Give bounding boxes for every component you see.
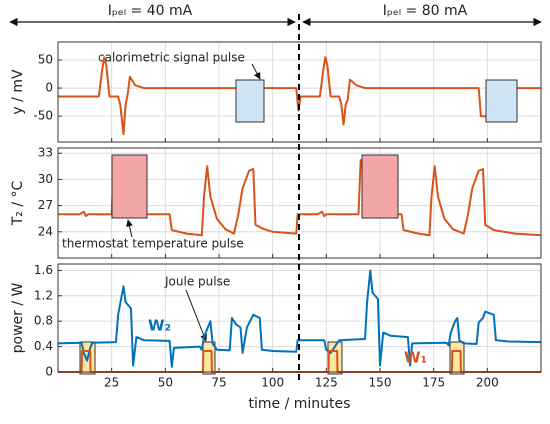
header-label: Iₚₑₗ = 80 mA (383, 3, 468, 19)
highlight-box (111, 154, 148, 219)
series-line (58, 159, 542, 237)
x-tick-label: 150 (369, 376, 392, 390)
y-axis-label: y / mV (10, 69, 26, 115)
y-axis-label: T₂ / °C (10, 181, 26, 227)
y-axis-label: power / W (10, 282, 26, 353)
y-tick-label: 0.8 (34, 314, 53, 328)
y-tick-label: 27 (38, 198, 53, 212)
x-tick-label: 50 (158, 376, 173, 390)
x-tick-label: 125 (315, 376, 338, 390)
series-label: W₁ (404, 349, 427, 367)
y-tick-label: 24 (38, 224, 53, 238)
highlight-boxes (79, 79, 518, 375)
y-tick-label: 50 (38, 52, 53, 66)
x-axis-label: time / minutes (249, 396, 351, 412)
annotation: Joule pulse (164, 275, 230, 289)
annotation-arrow (185, 289, 207, 342)
y-tick-label: 30 (38, 172, 53, 186)
y-tick-label: 1.6 (34, 263, 53, 277)
highlight-box (235, 79, 265, 123)
x-tick-label: 25 (104, 376, 119, 390)
highlight-box (485, 79, 518, 123)
y-tick-label: 0 (45, 365, 53, 379)
y-tick-label: 33 (38, 146, 53, 160)
highlight-box (202, 341, 216, 375)
annotation: calorimetric signal pulse (98, 51, 245, 65)
axes-frame (57, 41, 542, 143)
x-tick-label: 200 (476, 376, 499, 390)
annotation-arrow (251, 63, 261, 80)
series-line (57, 269, 542, 368)
y-tick-label: -50 (33, 109, 53, 123)
series-label: W₂ (148, 317, 171, 335)
annotation-arrow (126, 219, 133, 238)
annotation: thermostat temperature pulse (62, 237, 244, 251)
x-tick-label: 175 (422, 376, 445, 390)
x-tick-label: 100 (261, 376, 284, 390)
x-tick-label: 75 (211, 376, 226, 390)
y-tick-label: 0 (45, 81, 53, 95)
series-line (58, 56, 541, 136)
y-tick-label: 1.2 (34, 288, 53, 302)
highlight-box (361, 154, 399, 219)
y-tick-label: 0.4 (34, 339, 53, 353)
header-label: Iₚₑₗ = 40 mA (108, 3, 193, 19)
